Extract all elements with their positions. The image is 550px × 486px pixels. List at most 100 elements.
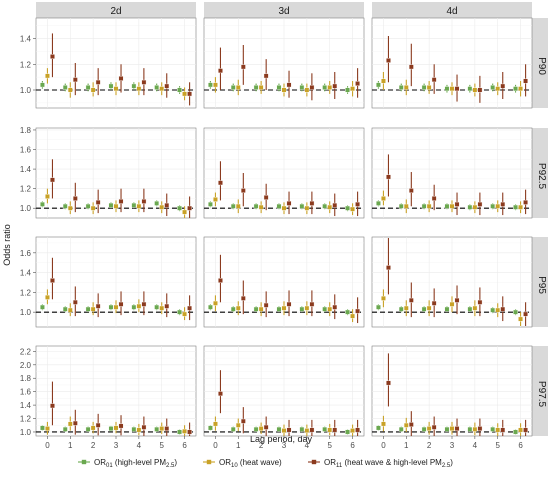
point-estimate (253, 426, 259, 432)
point-estimate (398, 426, 404, 432)
point-estimate (332, 427, 338, 433)
point-estimate (467, 86, 473, 92)
x-tick-label: 0 (381, 441, 386, 450)
legend: OR01 (high-level PM2.5) OR10 (heat wave) O… (78, 458, 453, 469)
legend-label: OR10 (heat wave) (219, 458, 282, 469)
point-estimate (182, 209, 187, 215)
point-estimate (72, 77, 78, 83)
point-estimate (477, 87, 483, 93)
point-estimate (45, 194, 50, 199)
point-estimate (381, 78, 386, 84)
point-estimate (154, 85, 160, 90)
point-estimate (159, 86, 165, 92)
point-estimate (85, 203, 91, 209)
point-estimate (477, 299, 483, 305)
column-strip (372, 2, 532, 18)
point-estimate (40, 82, 45, 88)
point-estimate (95, 422, 101, 428)
point-estimate (218, 278, 223, 283)
point-estimate (431, 300, 437, 306)
column-strip (204, 2, 364, 18)
point-estimate (523, 199, 529, 205)
point-estimate (113, 203, 119, 209)
point-estimate (218, 180, 223, 186)
point-estimate (421, 85, 427, 90)
legend-label: OR01 (high-level PM2.5) (94, 458, 177, 469)
point-estimate (495, 427, 501, 433)
point-estimate (187, 205, 192, 211)
panel: 1.0 1.2 1.4 1.6 1.8 (20, 126, 197, 219)
point-estimate (136, 203, 142, 209)
point-estimate (426, 305, 432, 311)
point-estimate (45, 426, 50, 432)
y-tick-label: 1.6 (20, 388, 32, 397)
point-estimate (72, 196, 78, 201)
point-estimate (286, 200, 292, 206)
row-strip (530, 18, 548, 108)
point-estimate (235, 85, 241, 90)
point-estimate (309, 85, 315, 90)
x-tick-label: 3 (282, 441, 287, 450)
point-estimate (286, 427, 292, 433)
point-estimate (454, 297, 460, 303)
point-estimate (235, 203, 241, 209)
point-estimate (182, 428, 187, 434)
point-estimate (327, 427, 333, 433)
x-tick-label: 0 (213, 441, 218, 450)
point-estimate (332, 83, 338, 89)
point-estimate (309, 301, 315, 307)
y-tick-label: 1.2 (20, 60, 32, 69)
point-estimate (322, 426, 328, 432)
x-tick-label: 4 (473, 441, 478, 450)
point-estimate (386, 380, 391, 386)
column-strip (36, 2, 196, 18)
row-strip-label: P90 (536, 57, 547, 75)
point-estimate (444, 306, 450, 312)
point-estimate (495, 86, 501, 92)
panel: 0 1 2 3 4 5 6 (371, 345, 533, 450)
point-estimate (477, 201, 483, 207)
point-estimate (85, 306, 91, 312)
point-estimate (164, 426, 170, 432)
point-estimate (258, 306, 264, 312)
point-estimate (258, 204, 264, 210)
point-estimate (141, 301, 147, 307)
point-estimate (304, 428, 310, 434)
point-estimate (355, 427, 360, 433)
point-estimate (408, 188, 414, 194)
y-tick-label: 1.2 (20, 288, 32, 297)
point-estimate (327, 85, 333, 90)
point-estimate (426, 426, 432, 432)
point-estimate (454, 201, 460, 207)
point-estimate (444, 203, 450, 209)
point-estimate (253, 85, 259, 90)
point-estimate (513, 86, 518, 92)
point-estimate (398, 203, 404, 209)
point-estimate (95, 79, 101, 85)
y-tick-label: 1.4 (20, 165, 32, 174)
point-estimate (281, 205, 287, 211)
point-estimate (426, 203, 432, 209)
point-estimate (131, 202, 137, 208)
y-tick-label: 1.4 (20, 35, 32, 44)
point-estimate (454, 426, 460, 432)
point-estimate (40, 425, 45, 431)
point-estimate (240, 418, 246, 424)
point-estimate (177, 87, 182, 93)
point-estimate (467, 306, 473, 312)
point-estimate (182, 311, 187, 317)
point-estimate (67, 205, 73, 211)
point-estimate (304, 205, 310, 211)
point-estimate (386, 58, 391, 63)
point-estimate (230, 203, 236, 209)
point-estimate (332, 202, 338, 208)
point-estimate (187, 91, 192, 97)
point-estimate (350, 86, 355, 92)
x-tick-label: 3 (114, 441, 119, 450)
point-estimate (263, 424, 269, 430)
x-axis-title: Lag period, day (250, 434, 313, 444)
panel (371, 127, 533, 219)
point-estimate (164, 83, 170, 89)
point-estimate (85, 85, 91, 90)
y-tick-label: 1.0 (20, 428, 32, 437)
